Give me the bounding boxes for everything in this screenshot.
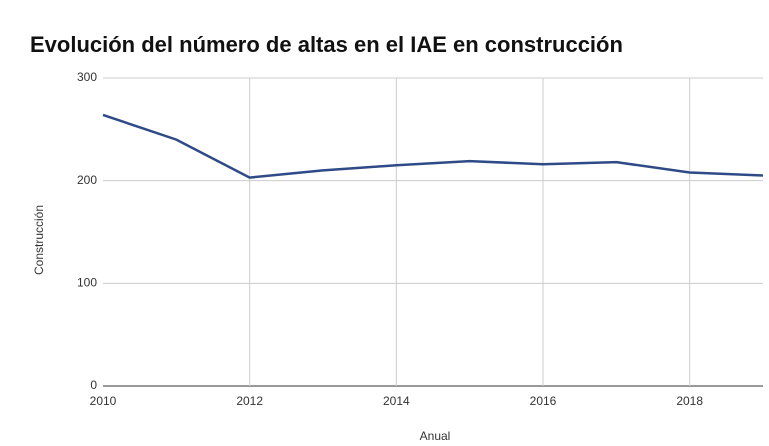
y-tick-label: 100 — [77, 276, 97, 290]
x-tick-label: 2010 — [90, 394, 117, 408]
y-tick-label: 0 — [90, 378, 97, 392]
chart-title: Evolución del número de altas en el IAE … — [30, 32, 623, 57]
y-tick-label: 300 — [77, 70, 97, 84]
y-tick-label: 200 — [77, 173, 97, 187]
line-series — [102, 113, 764, 179]
x-tick-label: 2016 — [530, 394, 557, 408]
y-axis-label: Construcción — [32, 205, 46, 275]
x-tick-label: 2018 — [676, 394, 703, 408]
x-tick-label: 2012 — [236, 394, 263, 408]
x-axis-label: Anual — [420, 429, 451, 443]
x-tick-label: 2014 — [383, 394, 410, 408]
